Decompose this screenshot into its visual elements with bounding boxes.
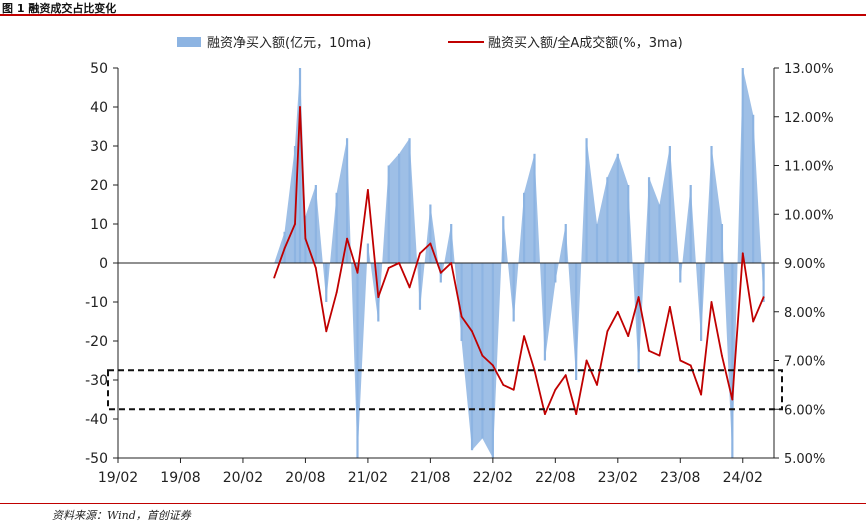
line-point [460,315,463,318]
line-point [356,271,359,274]
y-right-tick-label: 9.00% [784,257,825,272]
line-point [637,296,640,299]
figure-title: 图 1 融资成交占比变化 [2,2,117,15]
y-right-tick-label: 5.00% [784,452,825,467]
y-left-tick-label: 10 [90,217,108,233]
line-point [762,296,765,299]
x-tick-label: 22/02 [473,470,513,486]
line-point [304,237,307,240]
x-tick-label: 22/08 [535,470,575,486]
legend-label-bar: 融资净买入额(亿元，10ma) [207,36,371,51]
line-point [585,359,588,362]
line-point [429,242,432,245]
line-point [596,383,598,386]
line-point [439,271,442,274]
line-point [533,369,536,372]
x-tick-label: 21/02 [348,470,388,486]
y-right-tick-label: 10.00% [784,208,834,223]
y-right-tick-label: 13.00% [784,62,834,77]
line-point [606,330,609,333]
x-tick-label: 19/02 [98,470,138,486]
line-point [575,413,578,416]
y-left-tick-label: -50 [85,451,108,467]
line-point [419,252,421,255]
x-tick-label: 19/08 [160,470,200,486]
highlight-box [107,369,783,411]
y-left-tick-label: -30 [85,373,108,389]
line-point [299,106,301,108]
line-point [648,349,650,352]
x-tick-label: 23/02 [598,470,638,486]
source-rule [0,503,866,504]
y-left-tick-label: 50 [90,61,108,77]
line-point [273,276,276,279]
highlight-rect [107,369,783,411]
line-point [387,266,390,269]
y-left-tick-label: 40 [90,100,108,116]
y-right-tick-label: 8.00% [784,306,825,321]
line-point [658,354,661,357]
line-point [710,301,713,303]
line-point [679,359,682,362]
line-point [491,364,494,367]
line-point [668,305,671,308]
x-tick-label: 20/02 [223,470,263,486]
y-right-tick-label: 12.00% [784,111,834,126]
line-point [346,237,348,240]
line-point [564,374,567,377]
line-point [502,383,505,386]
source-note: 资料来源：Wind，首创证券 [52,509,191,522]
title-rule [0,14,866,16]
line-point [294,223,296,225]
y-left-tick-label: 20 [90,178,108,194]
y-left-tick-label: 30 [90,139,108,155]
line-point [471,330,473,333]
legend: 融资净买入额(亿元，10ma) 融资买入额/全A成交额(%，3ma) [177,35,683,51]
line-point [377,296,380,299]
line-point [627,335,630,338]
x-tick-label: 24/02 [723,470,763,486]
line-point [408,286,411,289]
y-right-tick-label: 6.00% [784,403,825,418]
line-point [283,247,286,250]
line-point [325,330,328,333]
chart: 融资净买入额(亿元，10ma) 融资买入额/全A成交额(%，3ma) 50 40 3… [85,35,833,486]
line-point [523,335,525,338]
y-left-tick-label: 0 [99,256,108,272]
line-point [554,388,557,391]
y-right-tick-label: 11.00% [784,160,834,175]
line-point [721,354,723,357]
line-point [741,252,744,255]
line-point [314,266,317,269]
line-point [512,388,515,391]
line-point [335,291,338,294]
line-point [689,364,692,367]
legend-label-line: 融资买入额/全A成交额(%，3ma) [488,35,683,51]
line-point [398,262,401,264]
y-left-tick-label: -20 [85,334,108,350]
series-line [273,106,765,416]
line-point [752,320,755,323]
y-right-tick-label: 7.00% [784,355,825,370]
legend-swatch-bar [177,37,201,47]
x-tick-label: 21/08 [410,470,450,486]
line-point [450,262,453,264]
line-point [367,188,369,191]
line-point [731,398,734,401]
y-left-tick-label: -10 [85,295,108,311]
x-tick-label: 23/08 [660,470,700,486]
line-point [616,310,619,313]
x-tick-label: 20/08 [285,470,325,486]
line-point [544,413,546,416]
line-point [700,393,703,396]
line-point [481,354,484,357]
y-left-tick-label: -40 [85,412,108,428]
axes: 50 40 30 20 10 0 -10 -20 -30 -40 -50 13.00% 12.00% 11… [85,61,833,486]
